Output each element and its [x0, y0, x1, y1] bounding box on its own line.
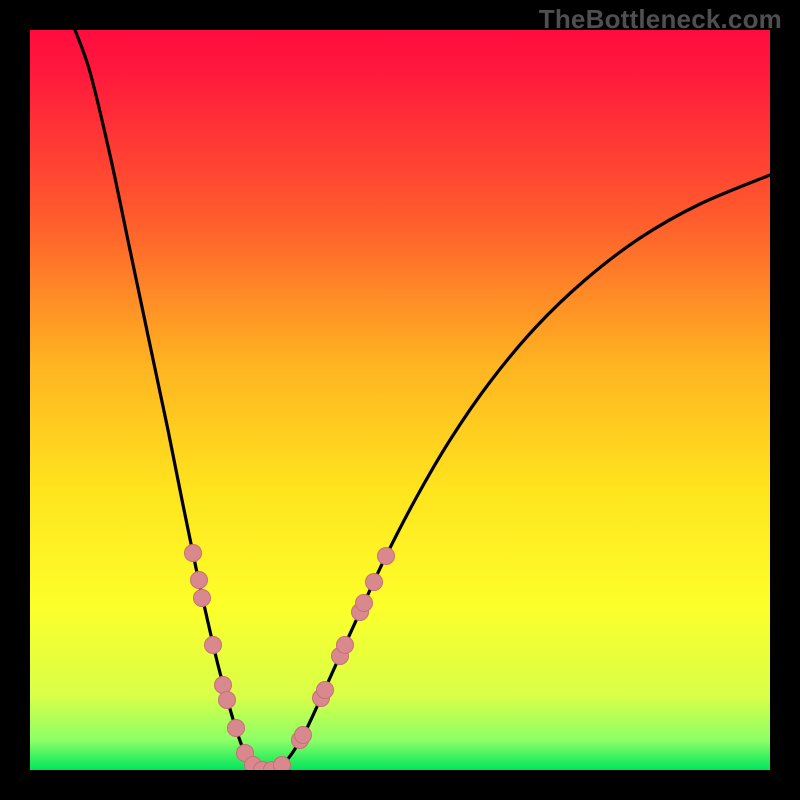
data-marker: [185, 545, 202, 562]
bottleneck-chart: [0, 0, 800, 800]
data-marker: [366, 574, 383, 591]
watermark-text: TheBottleneck.com: [539, 4, 782, 35]
data-marker: [317, 682, 334, 699]
data-marker: [337, 637, 354, 654]
data-marker: [378, 548, 395, 565]
data-marker: [194, 590, 211, 607]
data-marker: [191, 572, 208, 589]
data-marker: [219, 692, 236, 709]
data-marker: [295, 727, 312, 744]
data-marker: [215, 677, 232, 694]
chart-container: TheBottleneck.com: [0, 0, 800, 800]
data-marker: [205, 637, 222, 654]
gradient-background: [30, 30, 770, 770]
data-marker: [356, 595, 373, 612]
data-marker: [228, 720, 245, 737]
